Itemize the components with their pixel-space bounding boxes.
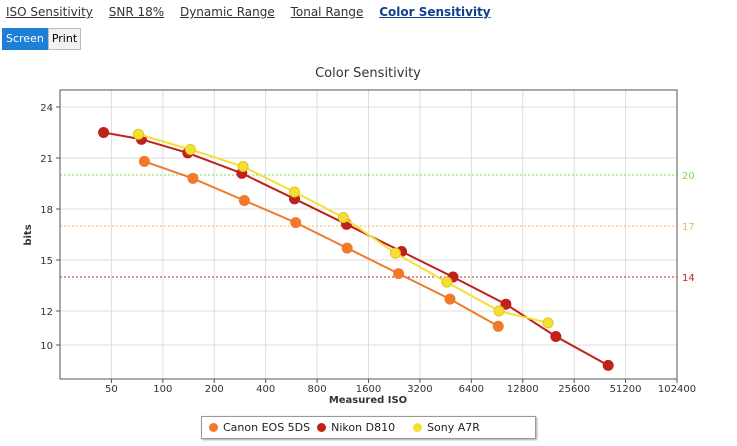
tab-iso-sensitivity[interactable]: ISO Sensitivity — [6, 5, 93, 19]
legend-dot-nikon — [317, 423, 327, 432]
y-tick-label: 21 — [40, 154, 53, 165]
y-tick-label: 24 — [40, 103, 53, 114]
series-line — [144, 160, 499, 328]
legend-item-nikon[interactable]: Nikon D810 — [317, 421, 395, 434]
chart-series — [98, 127, 614, 371]
tab-tonal-range[interactable]: Tonal Range — [290, 5, 364, 19]
x-axis: 50 100 200 400 800 1600 3200 6400 12800 25600 5120… — [105, 379, 696, 395]
reference-label: 14 — [682, 273, 695, 284]
x-tick-label: 25600 — [558, 384, 590, 395]
tab-snr-18[interactable]: SNR 18% — [108, 5, 165, 19]
data-point — [187, 172, 199, 184]
x-axis-label: Measured ISO — [329, 395, 407, 406]
color-sensitivity-chart: Color Sensitivity 20 17 14 50 100 200 400 800 1… — [23, 66, 696, 406]
data-point — [132, 128, 144, 140]
legend-dot-sony — [413, 423, 423, 432]
x-tick-label: 102400 — [658, 384, 696, 395]
data-point — [184, 144, 196, 155]
chart-title: Color Sensitivity — [315, 66, 421, 81]
data-point — [492, 320, 504, 332]
data-point — [441, 276, 453, 288]
series-canon-eos-5ds — [138, 155, 504, 332]
data-point — [500, 298, 512, 310]
y-tick-label: 18 — [40, 205, 53, 216]
legend-item-canon[interactable]: Canon EOS 5DS — [209, 421, 310, 434]
y-tick-label: 10 — [40, 341, 53, 352]
y-tick-label: 12 — [40, 307, 53, 318]
data-point — [138, 155, 150, 167]
tab-color-sensitivity[interactable]: Color Sensitivity — [379, 5, 491, 19]
data-point — [389, 247, 401, 259]
screen-mode-button[interactable]: Screen — [2, 28, 48, 50]
x-tick-label: 3200 — [407, 384, 432, 395]
data-point — [444, 293, 456, 305]
series-nikon-d810 — [98, 127, 614, 371]
legend-label-sony: Sony A7R — [427, 421, 480, 434]
data-point — [238, 195, 250, 206]
x-tick-label: 50 — [105, 384, 118, 395]
x-tick-label: 200 — [205, 384, 224, 395]
data-point — [602, 359, 614, 371]
tab-dynamic-range[interactable]: Dynamic Range — [179, 5, 275, 19]
y-axis: 10 12 15 18 21 24 — [40, 103, 60, 352]
chart-legend: Canon EOS 5DS Nikon D810 Sony A7R — [201, 416, 536, 439]
reference-lines: 20 17 14 — [60, 171, 695, 284]
display-mode-toggle: Screen Print — [2, 28, 82, 50]
data-point — [290, 217, 302, 229]
x-tick-label: 800 — [308, 384, 327, 395]
data-point — [237, 161, 249, 172]
x-tick-label: 12800 — [507, 384, 539, 395]
y-axis-label: bits — [23, 224, 34, 245]
print-mode-button[interactable]: Print — [47, 28, 82, 50]
x-tick-label: 6400 — [459, 384, 484, 395]
data-point — [288, 186, 300, 198]
y-tick-label: 15 — [40, 256, 53, 267]
legend-label-canon: Canon EOS 5DS — [223, 421, 311, 434]
legend-dot-canon — [209, 423, 218, 432]
reference-label: 20 — [682, 171, 695, 182]
data-point — [341, 242, 353, 254]
x-tick-label: 400 — [256, 384, 275, 395]
x-tick-label: 51200 — [610, 384, 642, 395]
x-tick-label: 100 — [153, 384, 172, 395]
legend-label-nikon: Nikon D810 — [331, 421, 396, 434]
report-tabs: ISO Sensitivity SNR 18% Dynamic Range To… — [6, 5, 503, 23]
data-point — [393, 268, 405, 280]
reference-label: 17 — [682, 222, 695, 233]
data-point — [550, 331, 562, 342]
x-tick-label: 1600 — [356, 384, 381, 395]
series-sony-a7r — [132, 128, 554, 329]
data-point — [493, 305, 505, 317]
legend-item-sony[interactable]: Sony A7R — [413, 421, 480, 434]
data-point — [542, 317, 554, 329]
series-line — [103, 131, 609, 367]
data-point — [337, 212, 349, 223]
data-point — [98, 127, 110, 138]
